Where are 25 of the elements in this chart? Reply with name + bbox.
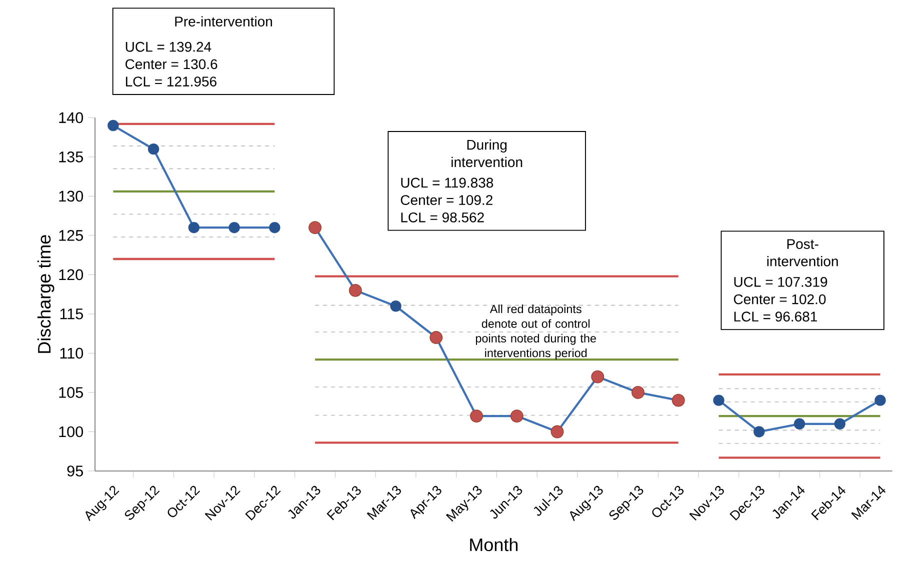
annotation: Center = 109.2 xyxy=(400,195,492,206)
x-axis-title: Month xyxy=(470,538,518,552)
annotation: During intervention xyxy=(452,139,522,168)
text: Pre-intervention xyxy=(175,16,272,26)
y-tick-label: 140 xyxy=(59,112,84,124)
text: UCL = 139.24 xyxy=(126,42,212,52)
text: Center = 130.6 xyxy=(126,59,218,70)
annotation: UCL = 119.838 xyxy=(401,178,494,188)
annotation: All red datapoints denote out of control points noted during the interventions period xyxy=(476,304,596,360)
annotation: LCL = 96.681 xyxy=(734,312,817,322)
annotation: Post-intervention xyxy=(767,239,838,266)
y-tick-label: 135 xyxy=(59,152,83,162)
y-tick-label: 115 xyxy=(60,308,83,320)
text: LCL = 121.956 xyxy=(126,76,216,86)
y-tick-label: 130 xyxy=(59,190,84,202)
annotation: LCL = 98.562 xyxy=(401,212,484,222)
y-tick-label: 125 xyxy=(59,230,83,241)
y-tick-label: 110 xyxy=(60,348,84,359)
y-tick-label: 105 xyxy=(59,387,83,398)
y-tick-label: 95 xyxy=(67,466,83,476)
y-tick-label: 100 xyxy=(59,426,84,438)
annotation: Center = 102.0 xyxy=(734,294,826,304)
annotation: UCL = 107.319 xyxy=(734,276,828,287)
y-axis-title: Discharge time xyxy=(37,235,54,353)
y-tick-label: 120 xyxy=(59,269,84,280)
